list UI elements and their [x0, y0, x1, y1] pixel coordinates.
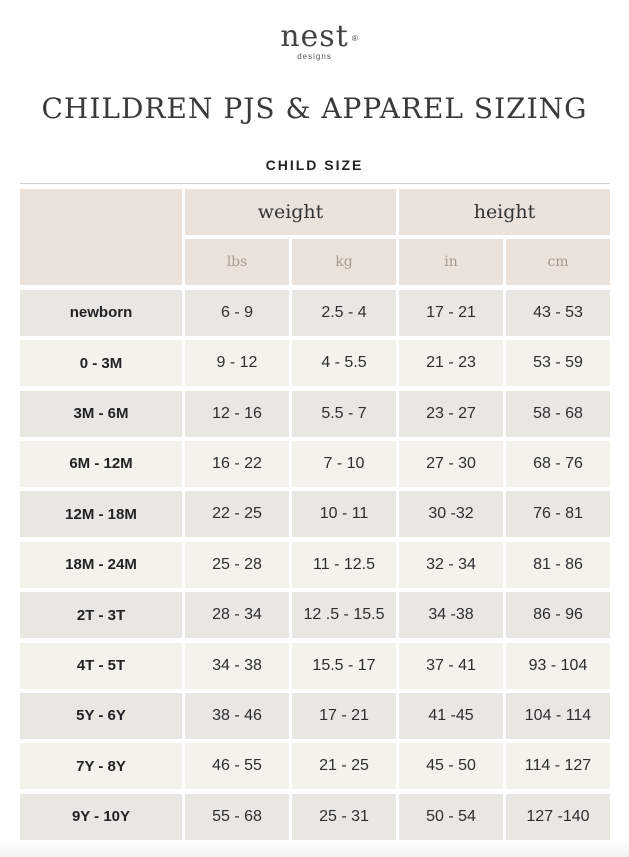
cell-weight-lbs: 28 - 34: [185, 592, 289, 639]
cell-height-in: 17 - 21: [399, 289, 503, 336]
cell-height-cm: 76 - 81: [506, 491, 610, 538]
cell-height-cm: 93 - 104: [506, 642, 610, 689]
cell-weight-lbs: 46 - 55: [185, 743, 289, 790]
cell-height-cm: 53 - 59: [506, 340, 610, 387]
cell-weight-lbs: 25 - 28: [185, 541, 289, 588]
cell-height-in: 34 -38: [399, 592, 503, 639]
header-height: height: [399, 189, 610, 235]
cell-height-in: 37 - 41: [399, 642, 503, 689]
cell-height-in: 32 - 34: [399, 541, 503, 588]
header-corner: [20, 189, 182, 286]
cell-size-label: 5Y - 6Y: [20, 692, 182, 739]
cell-size-label: 12M - 18M: [20, 491, 182, 538]
brand-logo: nest ® designs: [0, 19, 629, 62]
cell-weight-lbs: 16 - 22: [185, 440, 289, 487]
cell-weight-kg: 15.5 - 17: [292, 642, 396, 689]
cell-weight-kg: 7 - 10: [292, 440, 396, 487]
cell-weight-lbs: 55 - 68: [185, 793, 289, 840]
cell-weight-lbs: 34 - 38: [185, 642, 289, 689]
registered-mark: ®: [351, 34, 359, 43]
cell-height-in: 45 - 50: [399, 743, 503, 790]
cell-size-label: 0 - 3M: [20, 340, 182, 387]
cell-height-cm: 43 - 53: [506, 289, 610, 336]
cell-weight-lbs: 22 - 25: [185, 491, 289, 538]
cell-size-label: newborn: [20, 289, 182, 336]
logo-word: nest: [280, 19, 349, 54]
cell-weight-kg: 4 - 5.5: [292, 340, 396, 387]
cell-height-cm: 81 - 86: [506, 541, 610, 588]
cell-height-cm: 86 - 96: [506, 592, 610, 639]
cell-height-in: 41 -45: [399, 692, 503, 739]
cell-height-cm: 114 - 127: [506, 743, 610, 790]
cell-height-in: 23 - 27: [399, 390, 503, 437]
bottom-edge: [0, 840, 629, 857]
header-unit-in: in: [399, 239, 503, 286]
cell-height-in: 30 -32: [399, 491, 503, 538]
cell-weight-lbs: 12 - 16: [185, 390, 289, 437]
cell-height-cm: 58 - 68: [506, 390, 610, 437]
cell-size-label: 6M - 12M: [20, 440, 182, 487]
cell-weight-lbs: 9 - 12: [185, 340, 289, 387]
cell-weight-kg: 12 .5 - 15.5: [292, 592, 396, 639]
cell-weight-kg: 5.5 - 7: [292, 390, 396, 437]
header-weight: weight: [185, 189, 396, 235]
cell-weight-kg: 10 - 11: [292, 491, 396, 538]
cell-weight-lbs: 6 - 9: [185, 289, 289, 336]
cell-size-label: 7Y - 8Y: [20, 743, 182, 790]
cell-weight-lbs: 38 - 46: [185, 692, 289, 739]
cell-size-label: 2T - 3T: [20, 592, 182, 639]
cell-weight-kg: 21 - 25: [292, 743, 396, 790]
section-divider: [20, 183, 610, 184]
cell-size-label: 3M - 6M: [20, 390, 182, 437]
cell-weight-kg: 11 - 12.5: [292, 541, 396, 588]
page-title: CHILDREN PJS & APPAREL SIZING: [41, 92, 588, 125]
cell-weight-kg: 2.5 - 4: [292, 289, 396, 336]
cell-height-cm: 127 -140: [506, 793, 610, 840]
cell-height-cm: 104 - 114: [506, 692, 610, 739]
cell-weight-kg: 17 - 21: [292, 692, 396, 739]
logo-subtitle: designs: [297, 52, 332, 61]
cell-height-cm: 68 - 76: [506, 440, 610, 487]
header-unit-kg: kg: [292, 239, 396, 286]
cell-height-in: 50 - 54: [399, 793, 503, 840]
cell-size-label: 4T - 5T: [20, 642, 182, 689]
cell-size-label: 18M - 24M: [20, 541, 182, 588]
header-unit-cm: cm: [506, 239, 610, 286]
cell-height-in: 21 - 23: [399, 340, 503, 387]
section-title: CHILD SIZE: [265, 157, 364, 173]
logo-wordmark: nest ®: [280, 19, 358, 54]
cell-height-in: 27 - 30: [399, 440, 503, 487]
cell-size-label: 9Y - 10Y: [20, 793, 182, 840]
cell-weight-kg: 25 - 31: [292, 793, 396, 840]
header-unit-lbs: lbs: [185, 239, 289, 286]
